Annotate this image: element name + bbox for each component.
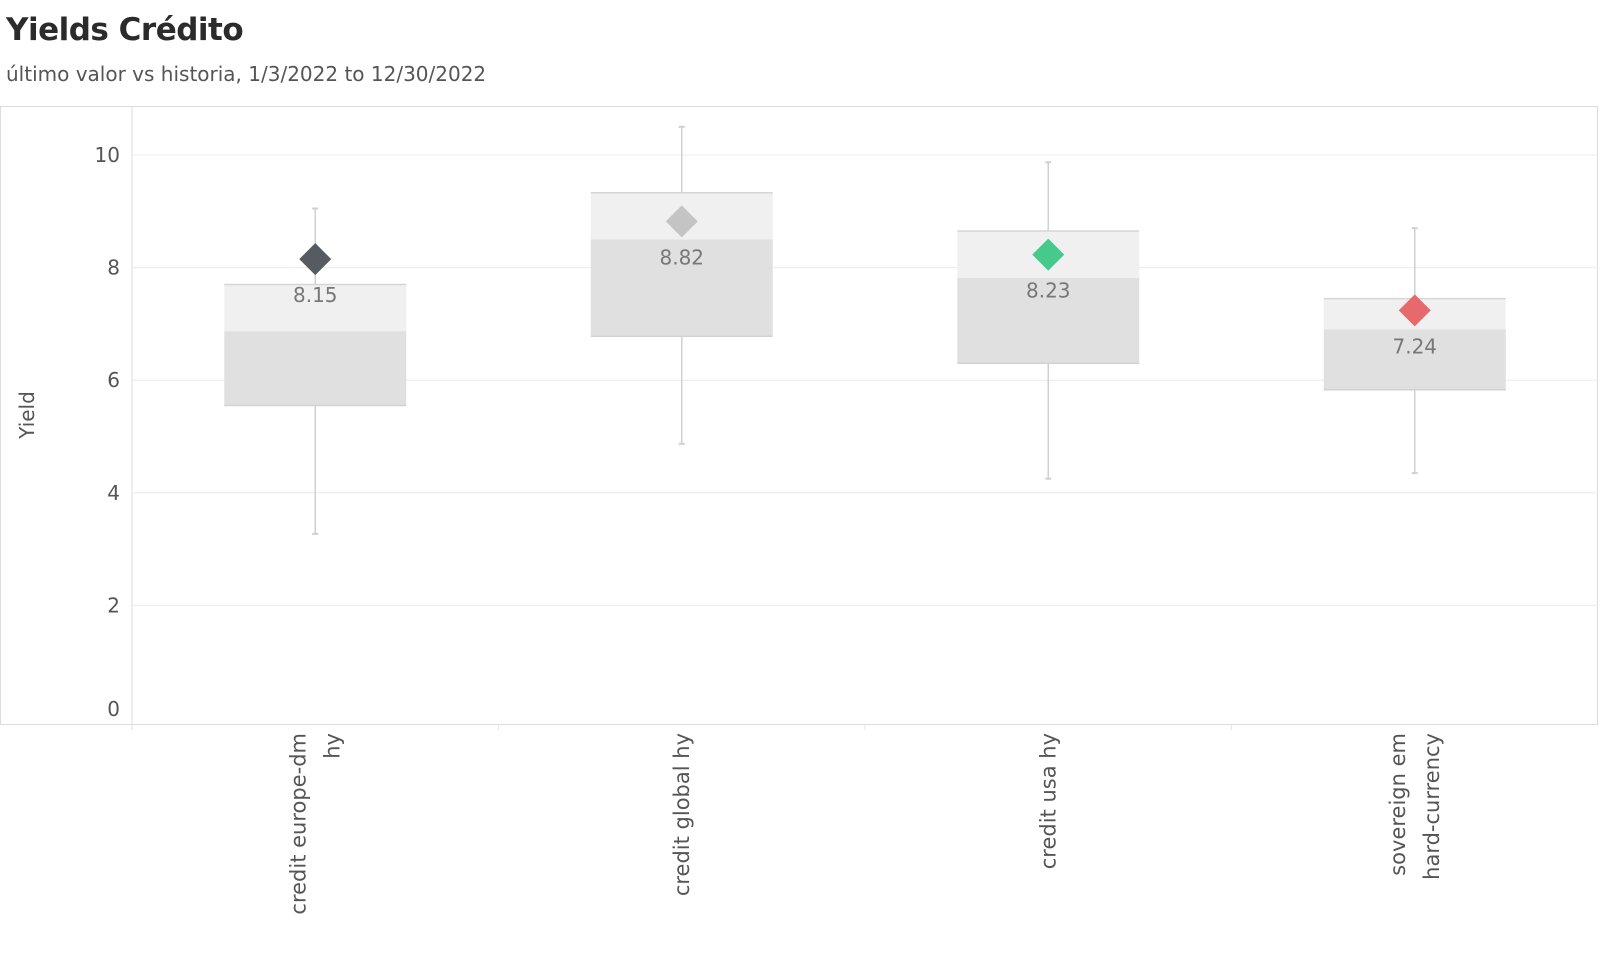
last-value-label: 7.24	[1392, 334, 1437, 358]
x-category-label: sovereign em	[1386, 733, 1410, 876]
y-axis-title: Yield	[15, 391, 39, 440]
x-category-label: credit europe-dm	[286, 733, 310, 915]
plot-frame	[0, 106, 1598, 725]
last-value-marker	[1032, 238, 1065, 271]
box-lower	[957, 277, 1140, 364]
y-tick-label: 4	[107, 481, 120, 505]
chart-subtitle: último valor vs historia, 1/3/2022 to 12…	[6, 62, 487, 86]
box-upper	[224, 284, 407, 332]
x-category-label: credit usa hy	[1036, 733, 1060, 869]
box-lower	[1323, 329, 1506, 390]
last-value-label: 8.23	[1026, 279, 1071, 303]
last-value-marker	[1398, 294, 1431, 327]
y-tick-label: 6	[107, 368, 120, 392]
y-tick-label: 8	[107, 256, 120, 280]
box-lower	[224, 331, 407, 406]
last-value-marker	[665, 205, 698, 238]
last-value-label: 8.82	[659, 245, 704, 269]
x-category-label: hard-currency	[1420, 733, 1444, 880]
y-tick-label: 10	[95, 143, 120, 167]
chart-title: Yields Crédito	[6, 12, 244, 48]
last-value-marker	[299, 243, 332, 276]
x-category-label: credit global hy	[670, 733, 694, 896]
box-lower	[590, 239, 773, 337]
y-tick-label: 0	[107, 697, 120, 721]
last-value-label: 8.15	[293, 283, 338, 307]
y-tick-label: 2	[107, 593, 120, 617]
x-category-label: hy	[320, 733, 344, 759]
